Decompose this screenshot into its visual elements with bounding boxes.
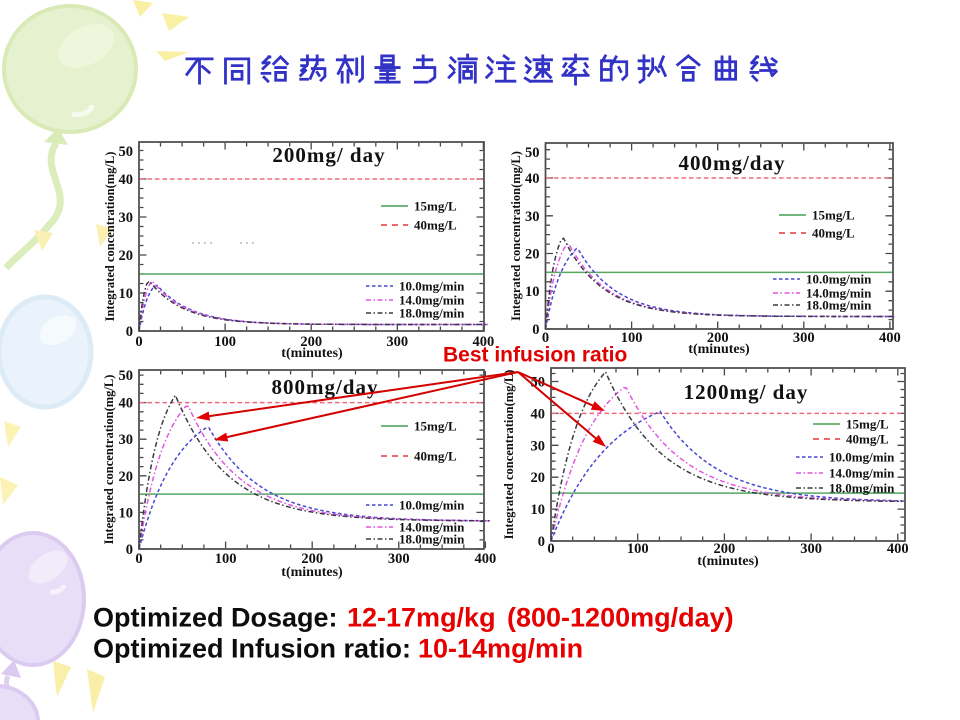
svg-text:0: 0 xyxy=(542,330,549,346)
svg-text:0: 0 xyxy=(547,541,554,557)
svg-text:200: 200 xyxy=(300,334,322,350)
svg-text:50: 50 xyxy=(119,144,134,160)
svg-text:400: 400 xyxy=(879,330,901,346)
svg-text:50: 50 xyxy=(525,145,540,161)
svg-text:18.0mg/min: 18.0mg/min xyxy=(399,306,465,321)
svg-text:10.0mg/min: 10.0mg/min xyxy=(829,450,895,465)
svg-text:20: 20 xyxy=(119,469,134,485)
svg-text:0: 0 xyxy=(135,551,142,567)
svg-text:40mg/L: 40mg/L xyxy=(846,432,889,447)
svg-text:10-14mg/min: 10-14mg/min xyxy=(418,634,583,664)
svg-text:10.0mg/min: 10.0mg/min xyxy=(399,279,465,294)
svg-text:100: 100 xyxy=(215,551,237,567)
svg-text:30: 30 xyxy=(525,209,540,225)
svg-text:15mg/L: 15mg/L xyxy=(414,199,457,214)
svg-text:14.0mg/min: 14.0mg/min xyxy=(829,466,895,481)
svg-text:Integrated concentration(mg/L): Integrated concentration(mg/L) xyxy=(502,370,516,540)
svg-text:50: 50 xyxy=(119,368,134,384)
svg-text:20: 20 xyxy=(119,248,134,264)
svg-text:200: 200 xyxy=(714,541,736,557)
svg-text:Optimized Dosage:: Optimized Dosage: xyxy=(93,603,338,633)
svg-text:400: 400 xyxy=(473,334,495,350)
svg-text:300: 300 xyxy=(793,330,815,346)
svg-text:40: 40 xyxy=(119,396,134,412)
svg-text:0: 0 xyxy=(135,334,142,350)
svg-text:14.0mg/min: 14.0mg/min xyxy=(399,293,465,308)
svg-text:100: 100 xyxy=(621,330,643,346)
svg-text:18.0mg/min: 18.0mg/min xyxy=(399,532,465,547)
svg-text:30: 30 xyxy=(531,438,546,454)
svg-text:18.0mg/min: 18.0mg/min xyxy=(806,298,872,313)
svg-text:10: 10 xyxy=(119,505,134,521)
svg-text:300: 300 xyxy=(386,334,408,350)
svg-text:Integrated concentration(mg/L): Integrated concentration(mg/L) xyxy=(509,151,523,321)
svg-text:40mg/L: 40mg/L xyxy=(414,218,457,233)
svg-text:t(minutes): t(minutes) xyxy=(688,342,750,357)
svg-text:100: 100 xyxy=(214,334,236,350)
svg-text:100: 100 xyxy=(627,541,649,557)
svg-text:14.0mg/min: 14.0mg/min xyxy=(806,286,872,301)
svg-text:0: 0 xyxy=(538,534,545,550)
svg-text:400mg/day: 400mg/day xyxy=(678,151,785,175)
svg-text:20: 20 xyxy=(525,247,540,263)
svg-text:Integrated concentration(mg/L): Integrated concentration(mg/L) xyxy=(103,152,117,322)
svg-text:300: 300 xyxy=(800,541,822,557)
svg-text:10.0mg/min: 10.0mg/min xyxy=(806,272,872,287)
svg-text:400: 400 xyxy=(475,551,497,567)
svg-text:40: 40 xyxy=(531,406,546,422)
svg-text:1200mg/ day: 1200mg/ day xyxy=(684,380,809,404)
svg-text:800mg/day: 800mg/day xyxy=(271,375,378,399)
svg-text:10: 10 xyxy=(531,502,546,518)
svg-text:20: 20 xyxy=(531,470,546,486)
svg-text:t(minutes): t(minutes) xyxy=(281,346,343,361)
svg-text:40mg/L: 40mg/L xyxy=(812,226,855,241)
svg-text:40: 40 xyxy=(525,171,540,187)
svg-text:Optimized Infusion ratio:: Optimized Infusion ratio: xyxy=(93,634,411,664)
svg-text:0: 0 xyxy=(532,322,539,338)
svg-text:Best infusion ratio: Best infusion ratio xyxy=(443,344,627,367)
svg-text:200: 200 xyxy=(301,551,323,567)
svg-text:12-17mg/kg: 12-17mg/kg xyxy=(347,603,496,633)
svg-text:10.0mg/min: 10.0mg/min xyxy=(399,498,465,513)
svg-text:30: 30 xyxy=(119,210,134,226)
svg-text:0: 0 xyxy=(126,324,133,340)
svg-text:t(minutes): t(minutes) xyxy=(281,565,343,580)
svg-text:0: 0 xyxy=(126,542,133,558)
svg-text:t(minutes): t(minutes) xyxy=(697,554,759,569)
svg-text:15mg/L: 15mg/L xyxy=(414,419,457,434)
svg-text:14.0mg/min: 14.0mg/min xyxy=(399,520,465,535)
svg-text:15mg/L: 15mg/L xyxy=(812,208,855,223)
svg-text:10: 10 xyxy=(119,286,134,302)
svg-text:400: 400 xyxy=(887,541,909,557)
svg-text:40mg/L: 40mg/L xyxy=(414,449,457,464)
svg-text:300: 300 xyxy=(388,551,410,567)
svg-text:10: 10 xyxy=(525,284,540,300)
svg-text:18.0mg/min: 18.0mg/min xyxy=(829,481,895,496)
svg-text:200: 200 xyxy=(707,330,729,346)
svg-text:(800-1200mg/day): (800-1200mg/day) xyxy=(507,603,734,633)
svg-text:15mg/L: 15mg/L xyxy=(846,417,889,432)
svg-text:40: 40 xyxy=(119,172,134,188)
svg-text:Integrated concentration(mg/L): Integrated concentration(mg/L) xyxy=(102,375,116,545)
svg-text:30: 30 xyxy=(119,432,134,448)
svg-text:200mg/ day: 200mg/ day xyxy=(272,143,385,167)
